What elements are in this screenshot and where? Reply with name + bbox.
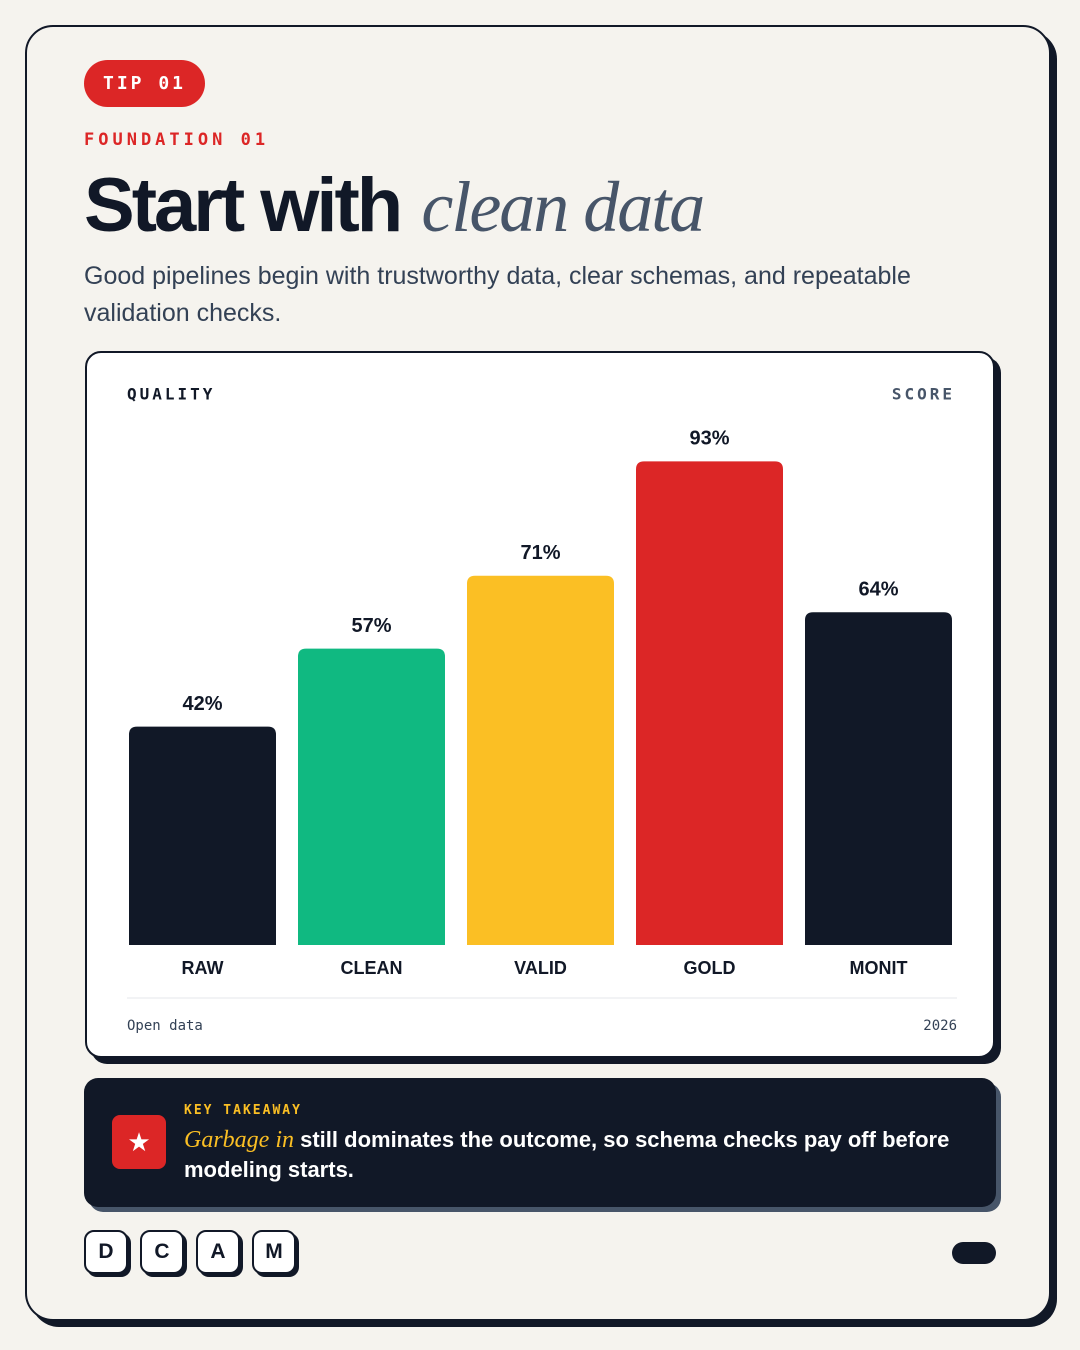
x-tick-label: CLEAN	[341, 958, 403, 978]
subtitle: Good pipelines begin with trustworthy da…	[84, 262, 911, 327]
value-label: 42%	[182, 693, 222, 715]
value-label: 71%	[520, 542, 560, 564]
chart: QUALITY SCORE Open data 2026 42% RAW 57% CL…	[127, 385, 957, 1034]
value-label: 93%	[689, 428, 729, 450]
letter-badge: M	[252, 1230, 296, 1274]
x-tick-label: VALID	[514, 958, 567, 978]
letter-badge: C	[140, 1230, 184, 1274]
x-tick-label: GOLD	[684, 958, 736, 978]
badge: TIP 01	[84, 60, 205, 107]
y-axis-label: SCORE	[892, 385, 955, 404]
bar	[636, 461, 783, 945]
x-tick-label: RAW	[182, 958, 224, 978]
bar	[467, 575, 614, 945]
year: 2026	[923, 1018, 957, 1034]
takeaway: ★ KEY TAKEAWAY Garbage in still dominate…	[84, 1078, 996, 1207]
takeaway-body: still dominates the outcome, so schema c…	[184, 1127, 950, 1182]
value-label: 57%	[351, 615, 391, 637]
takeaway-emphasis: Garbage in	[184, 1127, 294, 1153]
bar	[298, 648, 445, 945]
takeaway-label: KEY TAKEAWAY	[184, 1103, 302, 1118]
x-axis-label: QUALITY	[127, 385, 215, 404]
bar	[129, 726, 276, 945]
chart-card: QUALITY SCORE Open data 2026 42% RAW 57% CL…	[85, 351, 995, 1058]
letter-badge: D	[84, 1230, 128, 1274]
headline: Start with clean data	[84, 158, 705, 255]
x-tick-label: MONIT	[850, 958, 908, 978]
pill	[952, 1242, 996, 1264]
headline-plain: Start with	[84, 163, 403, 248]
takeaway-text: Garbage in still dominates the outcome, …	[184, 1125, 974, 1184]
star-icon: ★	[112, 1115, 166, 1169]
headline-italic: clean data	[421, 167, 705, 247]
value-label: 64%	[858, 578, 898, 600]
bar	[805, 612, 952, 945]
letter-badge: A	[196, 1230, 240, 1274]
source: Open data	[127, 1018, 203, 1034]
kicker: FOUNDATION 01	[84, 130, 270, 150]
